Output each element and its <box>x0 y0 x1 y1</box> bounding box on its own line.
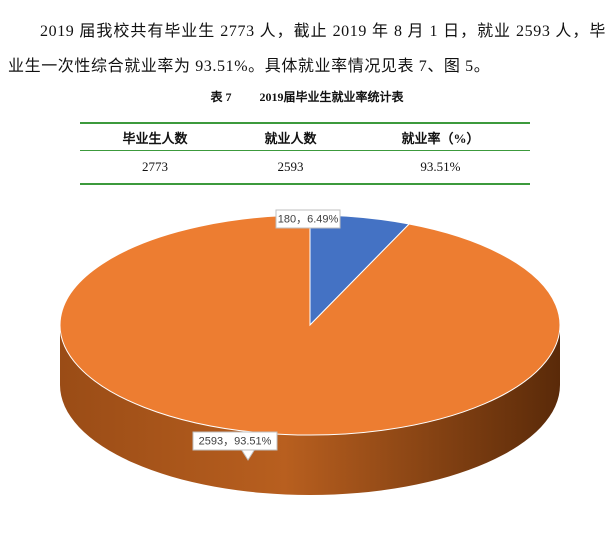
data-row: 2773 2593 93.51% <box>80 150 530 185</box>
cell: 2773 <box>80 150 230 185</box>
cell: 93.51% <box>350 150 530 185</box>
cell: 2593 <box>230 150 351 185</box>
caption-text: 2019届毕业生就业率统计表 <box>259 90 404 104</box>
header-cell: 毕业生人数 <box>80 122 230 151</box>
data-label: 2593，93.51% <box>199 435 272 447</box>
paragraph: 2019 届我校共有毕业生 2773 人，截止 2019 年 8 月 1 日，就… <box>8 23 606 75</box>
label-box <box>192 431 278 451</box>
table: 毕业生人数 就业人数 就业率（%） 2773 2593 93.51% <box>80 122 530 185</box>
header-cell: 就业人数 <box>230 122 351 151</box>
pie-side <box>60 325 560 495</box>
header-cell: 就业率（%） <box>350 122 530 151</box>
pie-chart: 180，6.49% 2593，93.51% <box>59 209 561 495</box>
label-box <box>275 209 341 229</box>
data-label: 180，6.49% <box>278 213 339 225</box>
pie-slice <box>59 214 561 436</box>
header-row: 毕业生人数 就业人数 就业率（%） <box>80 122 530 151</box>
table-caption: 表 7 2019届毕业生就业率统计表 <box>0 88 614 105</box>
caption-number: 表 7 <box>210 90 232 104</box>
